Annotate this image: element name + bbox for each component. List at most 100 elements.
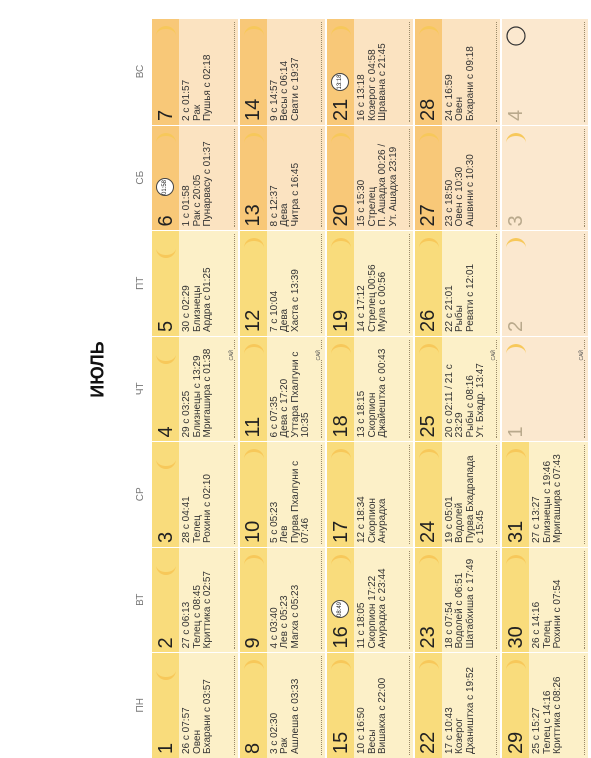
day-cell[interactable]: 24 19 с 05:01 Водолей Пурва Бхадрапада с 15:… bbox=[414, 441, 502, 547]
day-number: 20 bbox=[329, 204, 352, 227]
waning-moon-icon bbox=[505, 343, 527, 365]
day-info: 5 с 05:23 Лев Пурва Пхалгуни с 07:46 bbox=[269, 447, 312, 543]
day-cell[interactable]: 12 7 с 10:04 Дева Хаста с 13:39 bbox=[239, 230, 327, 336]
day-number: 8 bbox=[242, 742, 264, 754]
day-number: 3 bbox=[154, 531, 177, 543]
day-cell[interactable]: 8 3 с 02:30 Рак Ашлеша с 03:33 bbox=[239, 652, 327, 758]
day-cell[interactable]: 13 8 с 12:37 Дева Читра с 16:45 bbox=[239, 125, 327, 231]
day-info-line: Анурадха bbox=[377, 498, 388, 544]
day-info-line: Вишакха с 22:00 bbox=[377, 677, 388, 754]
day-cell[interactable]: 29 25 с 15:27 Телец с 14:16 Криттика с 08:2… bbox=[502, 652, 590, 758]
day-header-band: 9 bbox=[239, 548, 267, 653]
day-header-band: 2 bbox=[152, 548, 179, 653]
dotted-divider bbox=[233, 22, 235, 122]
day-cell[interactable]: 7 2 с 01:57 Рак Пушья с 02:18 bbox=[152, 18, 240, 125]
day-cell[interactable]: 10 5 с 05:23 Лев Пурва Пхалгуни с 07:46 bbox=[239, 441, 327, 547]
day-cell[interactable]: 14 9 с 14:57 Весы с 06:14 Свати с 19:37 bbox=[239, 18, 327, 125]
day-info: 28 с 04:41 Телец Рохини с 02:10 bbox=[181, 447, 214, 543]
day-header-band: 6 01:58 bbox=[152, 126, 179, 231]
day-info-line: Магха с 05:23 bbox=[289, 584, 301, 649]
day-cell[interactable]: 1 САЙ bbox=[502, 336, 590, 442]
day-header-band: 29 bbox=[502, 653, 529, 758]
day-info: 26 с 07:57 Овен Бхарани с 03:57 bbox=[181, 658, 214, 754]
day-cell[interactable]: 30 26 с 14:16 Телец Рохини с 07:54 bbox=[502, 547, 590, 653]
day-cell[interactable]: 25 20 с 02:11 / 21 с 23:29 Рыбы с 08:16 Ут. … bbox=[414, 336, 502, 442]
day-cell[interactable]: 3 bbox=[502, 125, 590, 231]
day-cell[interactable]: 28 24 с 16:59 Овен Бхарани с 09:18 bbox=[414, 18, 502, 125]
day-cell[interactable]: 18 13 с 18:15 Скорпион Джайештха с 00:43 bbox=[327, 336, 415, 442]
dotted-divider: САЙ bbox=[228, 340, 235, 439]
day-number: 28 bbox=[417, 98, 439, 121]
day-info-line: Ардра с 01:25 bbox=[202, 267, 213, 332]
day-cell[interactable]: 11 6 с 07:35 Дева с 17:20 Уттара Пхалгуни с… bbox=[239, 336, 327, 442]
day-info: 9 с 14:57 Весы с 06:14 Свати с 19:37 bbox=[269, 23, 302, 121]
time-badge: 01:58 bbox=[156, 178, 174, 197]
day-cell[interactable]: 2 bbox=[502, 230, 590, 336]
day-number: 1 bbox=[504, 426, 527, 438]
day-info-line: Джайештха с 00:43 bbox=[377, 348, 388, 438]
day-info-line: Мула с 00:56 bbox=[377, 271, 388, 332]
day-cell[interactable]: 15 10 с 16:50 Весы Вишакха с 22:00 bbox=[327, 652, 415, 758]
day-cell[interactable]: 16 08:49 11 с 18:05 Скорпион 17:22 Анурадха … bbox=[327, 547, 415, 653]
day-cell[interactable]: 4 29 с 03:25 Близнецы с 13:29 Мригашира с 0… bbox=[152, 336, 240, 442]
day-info-line: Шравана с 21:45 bbox=[377, 43, 388, 121]
day-cell[interactable]: 31 27 с 13:27 Близнецы с 19:46 Мригашира с … bbox=[502, 441, 590, 547]
day-info-line: 27 с 06:13 bbox=[181, 601, 192, 649]
sai-mark: САЙ bbox=[228, 350, 235, 361]
day-number: 18 bbox=[329, 415, 352, 438]
day-info-line: Овен bbox=[454, 96, 465, 121]
day-info: 25 с 15:27 Телец с 14:16 Криттика с 08:26 bbox=[531, 658, 564, 754]
day-cell[interactable]: 19 14 с 17:12 Стрелец 00:56 Мула с 00:56 bbox=[327, 230, 415, 336]
day-info-line: 23:29 bbox=[454, 412, 465, 438]
waning-moon-icon bbox=[155, 132, 177, 154]
day-cell[interactable]: 3 28 с 04:41 Телец Рохини с 02:10 bbox=[152, 441, 240, 547]
day-number: 1 bbox=[154, 742, 177, 754]
day-number: 31 bbox=[504, 520, 527, 543]
dotted-divider bbox=[408, 234, 410, 333]
weekday-header: ВТ bbox=[135, 593, 146, 606]
day-cell[interactable]: 27 23 с 18:50 Овен с 10:30 Ашвини с 10:30 bbox=[414, 125, 502, 231]
day-header-band: 27 bbox=[414, 126, 442, 231]
waning-moon-icon bbox=[243, 660, 265, 682]
day-cell[interactable]: 5 30 с 02:29 Близнецы Ардра с 01:25 bbox=[152, 230, 240, 336]
day-info-line: Анурадха с 23:44 bbox=[377, 568, 388, 649]
day-cell[interactable]: 23 18 с 07:54 Водолей с 06:51 Шатабхиша с 1… bbox=[414, 547, 502, 653]
day-cell[interactable]: 9 4 с 03:40 Лев с 05:23 Магха с 05:23 bbox=[239, 547, 327, 653]
day-cell[interactable]: 20 15 с 15:30 Стрелец П. Ашадха 00:26 /Ут. … bbox=[327, 125, 415, 231]
day-info-line: 12 с 18:34 bbox=[356, 496, 367, 543]
day-info: 16 с 13:18 Козерог с 04:58 Шравана с 21:45 bbox=[356, 23, 389, 121]
day-info-line: Дева с 17:20 bbox=[279, 378, 290, 438]
day-header-band: 14 bbox=[239, 19, 267, 125]
day-number: 27 bbox=[417, 204, 439, 227]
day-cell[interactable]: 17 12 с 18:34 Скорпион Анурадха bbox=[327, 441, 415, 547]
day-info: 8 с 12:37 Дева Читра с 16:45 bbox=[269, 130, 302, 227]
waxing-moon-icon bbox=[155, 238, 177, 260]
day-info: 11 с 18:05 Скорпион 17:22 Анурадха с 23:44 bbox=[356, 552, 389, 649]
day-info-line: 13 с 18:15 bbox=[356, 390, 367, 438]
dotted-divider bbox=[321, 234, 322, 333]
day-info-line: 29 с 03:25 bbox=[181, 390, 192, 438]
weekday-header: СБ bbox=[135, 170, 146, 185]
day-info: 18 с 07:54 Водолей с 06:51 Шатабхиша с 17:… bbox=[444, 552, 477, 649]
day-cell[interactable]: 6 01:58 1 с 01:58 Рак с 20:05 Пунарвасу с 01… bbox=[152, 125, 240, 231]
day-cell[interactable]: 22 17 с 10:43 Козерог Дхаништха с 19:52 bbox=[414, 652, 502, 758]
day-header-band: 21 13:18 bbox=[327, 19, 354, 125]
day-cell[interactable]: 26 22 с 21:01 Рыбы Ревати с 12:01 bbox=[414, 230, 502, 336]
day-cell[interactable]: 21 13:18 16 с 13:18 Козерог с 04:58 Шравана … bbox=[327, 18, 415, 125]
day-cell[interactable]: 2 27 с 06:13 Телец с 08:45 Криттика с 02:57 bbox=[152, 547, 240, 653]
waning-moon-icon bbox=[243, 132, 265, 154]
day-number: 13 bbox=[242, 204, 264, 227]
day-info-line: 28 с 04:41 bbox=[181, 496, 192, 543]
day-info-line: Лев bbox=[279, 525, 290, 543]
day-number: 10 bbox=[242, 520, 264, 543]
day-cell[interactable]: 4 bbox=[502, 18, 590, 125]
day-info-line: Овен с 10:30 bbox=[454, 166, 465, 227]
day-header-band: 26 bbox=[414, 231, 442, 336]
day-info-line: Криттика с 08:26 bbox=[552, 676, 563, 754]
day-info-line: 26 с 14:16 bbox=[531, 601, 542, 649]
dotted-divider bbox=[408, 340, 410, 439]
dotted-divider bbox=[233, 656, 235, 755]
day-info: 14 с 17:12 Стрелец 00:56 Мула с 00:56 bbox=[356, 236, 389, 332]
day-cell[interactable]: 1 26 с 07:57 Овен Бхарани с 03:57 bbox=[152, 652, 240, 758]
day-header-band: 8 bbox=[239, 653, 267, 758]
